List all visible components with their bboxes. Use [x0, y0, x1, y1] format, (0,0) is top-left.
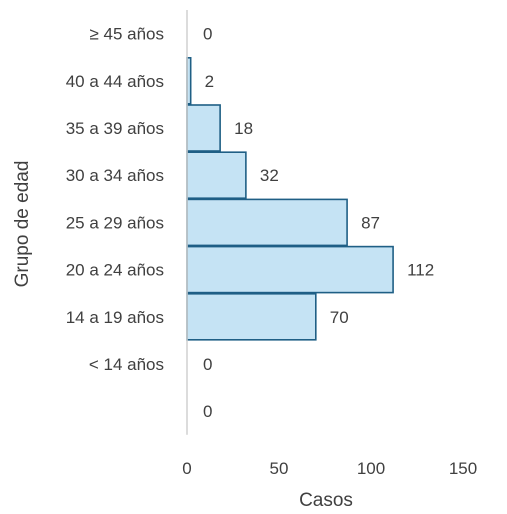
bar	[186, 104, 221, 152]
x-tick-label: 100	[357, 459, 385, 478]
value-label: 0	[203, 355, 212, 374]
category-labels: ≥ 45 años 40 a 44 años 35 a 39 años 30 a 34…	[66, 25, 164, 374]
value-label: 112	[407, 261, 434, 280]
x-axis-title: Casos	[299, 490, 353, 511]
x-tick-label: 0	[182, 459, 191, 478]
bar	[186, 292, 317, 341]
value-label: 18	[234, 119, 253, 138]
value-label: 32	[260, 166, 279, 185]
value-label: 0	[203, 25, 212, 44]
x-tick-labels: 0 50 100 150	[182, 459, 477, 478]
bar	[186, 198, 348, 247]
value-label: 0	[203, 402, 212, 421]
bar	[186, 151, 247, 199]
category-label: 25 a 29 años	[66, 213, 164, 232]
category-label: 35 a 39 años	[66, 119, 164, 138]
x-tick-label: 50	[270, 459, 289, 478]
category-label: < 14 años	[89, 355, 164, 374]
value-labels: 0 2 18 32 87 112 70 0 0	[203, 25, 434, 422]
bar	[186, 245, 394, 294]
category-label: 40 a 44 años	[66, 72, 164, 91]
value-label: 70	[330, 308, 349, 327]
category-label: 20 a 24 años	[66, 261, 164, 280]
y-axis-title: Grupo de edad	[12, 161, 33, 288]
bars-group	[186, 56, 394, 341]
value-label: 87	[361, 213, 380, 232]
value-label: 2	[205, 72, 214, 91]
category-label: ≥ 45 años	[89, 25, 164, 44]
category-label: 30 a 34 años	[66, 166, 164, 185]
x-tick-label: 150	[449, 459, 477, 478]
category-label: 14 a 19 años	[66, 308, 164, 327]
